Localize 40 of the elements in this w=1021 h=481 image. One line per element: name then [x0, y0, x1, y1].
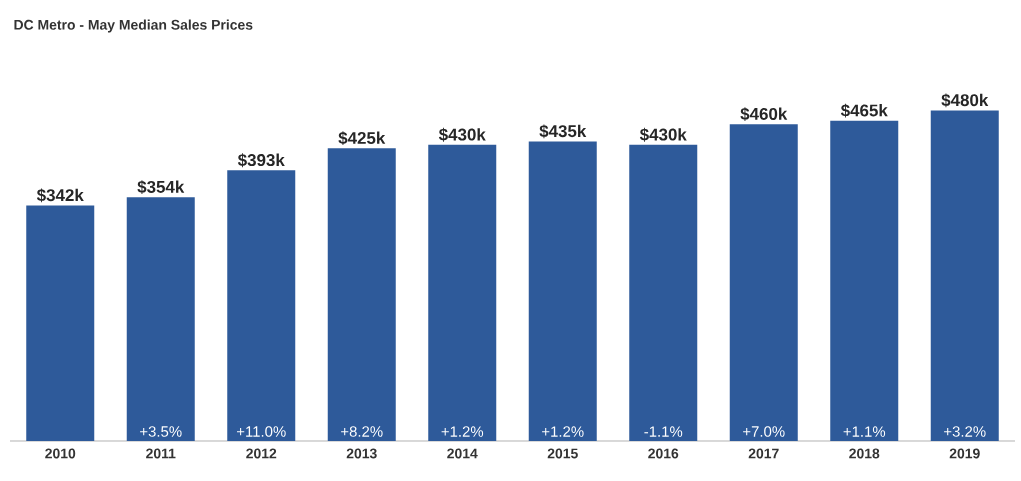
- annotation: +1.2%: [441, 426, 484, 437]
- data-label: $354k: [137, 180, 185, 194]
- bar: [629, 144, 698, 441]
- bar: [830, 120, 899, 441]
- annotation: +7.0%: [743, 426, 785, 437]
- data-label: $342k: [36, 188, 84, 203]
- x-tick-label: 2012: [246, 448, 277, 459]
- annotation: +1.2%: [542, 426, 584, 437]
- annotation: +8.2%: [341, 426, 383, 437]
- annotation: +3.2%: [944, 426, 986, 437]
- data-label: $430k: [438, 127, 486, 142]
- annotation: +11.0%: [236, 426, 286, 437]
- data-label: $480k: [941, 93, 989, 108]
- x-tick-label: 2018: [849, 448, 880, 459]
- x-tick-label: 2019: [949, 448, 980, 459]
- data-label: $393k: [237, 153, 285, 168]
- x-tick-label: 2015: [547, 448, 578, 459]
- bar: [930, 110, 999, 441]
- x-tick-label: 2011: [146, 448, 176, 459]
- bar: [26, 205, 95, 441]
- x-tick-label: 2013: [346, 448, 377, 459]
- data-label: $430k: [639, 127, 687, 142]
- data-label: $460k: [740, 107, 788, 121]
- x-tick-label: 2010: [45, 448, 76, 459]
- bar: [528, 141, 597, 441]
- x-tick-label: 2014: [447, 448, 478, 459]
- data-label: $435k: [539, 124, 587, 139]
- annotation: -1.1%: [644, 426, 683, 437]
- data-label: $465k: [840, 103, 888, 118]
- x-tick-label: 2016: [648, 448, 679, 459]
- x-tick-label: 2017: [748, 448, 779, 459]
- chart-title: DC Metro - May Median Sales Prices: [14, 19, 253, 33]
- annotation: +1.1%: [843, 426, 886, 437]
- bar: [227, 170, 296, 441]
- bar: [428, 144, 497, 441]
- bar: [729, 124, 798, 441]
- bar: [126, 197, 195, 441]
- data-label: $425k: [338, 131, 386, 146]
- bar: [327, 148, 396, 441]
- annotation: +3.5%: [140, 426, 182, 437]
